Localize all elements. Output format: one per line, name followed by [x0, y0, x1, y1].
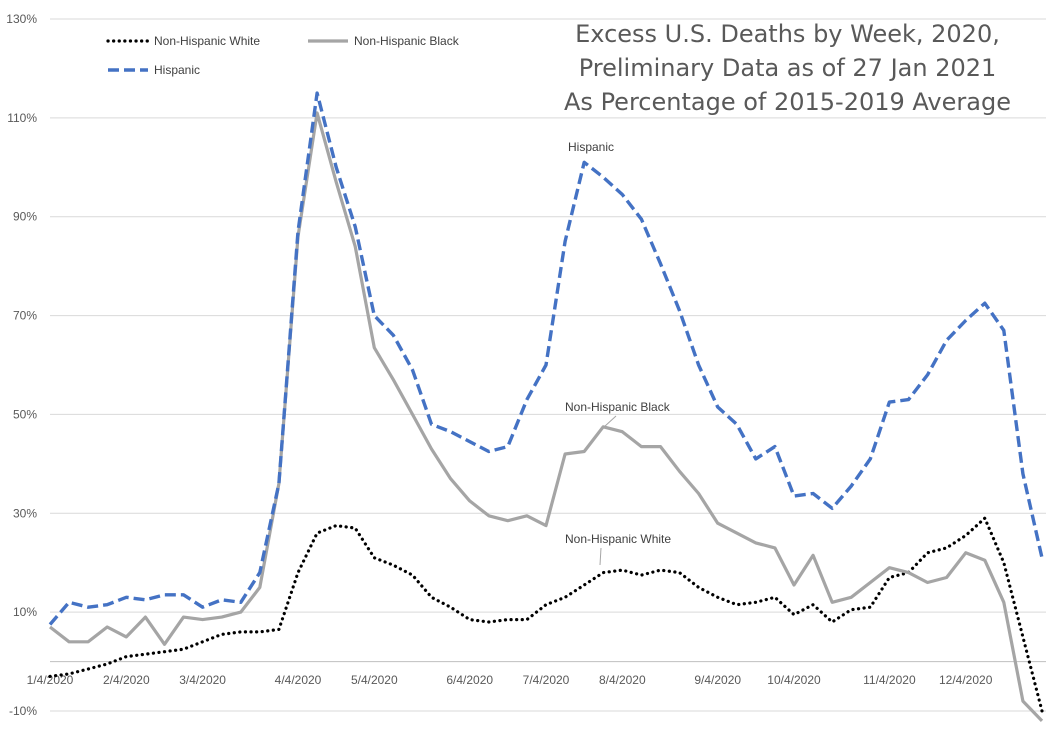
- y-tick-label: 50%: [13, 407, 37, 421]
- x-tick-label: 8/4/2020: [599, 673, 646, 687]
- legend-label: Hispanic: [154, 63, 200, 77]
- legend-label: Non-Hispanic Black: [354, 34, 460, 48]
- y-tick-label: 30%: [13, 506, 37, 520]
- x-tick-label: 2/4/2020: [103, 673, 150, 687]
- y-tick-label: 130%: [6, 12, 37, 26]
- annotation-leader-line: [599, 547, 602, 566]
- chart-title-line-3: As Percentage of 2015-2019 Average: [564, 88, 1011, 116]
- legend: Non-Hispanic White Non-Hispanic Black Hisp…: [106, 34, 460, 77]
- annotation-non-hispanic-black: Non-Hispanic Black: [565, 400, 671, 414]
- x-tick-label: 7/4/2020: [523, 673, 570, 687]
- x-tick-label: 10/4/2020: [767, 673, 821, 687]
- series-line-non-hispanic-black: [49, 111, 1044, 723]
- legend-label: Non-Hispanic White: [154, 34, 260, 48]
- series-line-non-hispanic-white: [48, 516, 1044, 713]
- series-lines: [48, 91, 1044, 723]
- annotations: Hispanic Non-Hispanic Black Non-Hispanic W…: [565, 140, 671, 566]
- axes: -10% 10% 30% 50% 70% 90% 110% 130% 1/4/2020 2/4/2…: [6, 12, 1046, 718]
- x-tick-label: 11/4/2020: [863, 673, 916, 687]
- y-tick-label: 110%: [7, 111, 37, 125]
- x-tick-label: 5/4/2020: [351, 673, 398, 687]
- y-tick-label: 10%: [13, 605, 37, 619]
- annotation-leader-line: [603, 415, 617, 428]
- y-tick-label: 70%: [13, 309, 37, 323]
- series-line-hispanic: [48, 91, 1044, 626]
- x-tick-label: 4/4/2020: [275, 673, 322, 687]
- x-tick-label: 3/4/2020: [179, 673, 226, 687]
- y-tick-label: -10%: [9, 704, 37, 718]
- x-tick-label: 12/4/2020: [939, 673, 993, 687]
- chart-title-line-1: Excess U.S. Deaths by Week, 2020,: [575, 20, 1000, 48]
- x-tick-label: 6/4/2020: [446, 673, 493, 687]
- annotation-non-hispanic-white: Non-Hispanic White: [565, 532, 671, 546]
- x-tick-label: 1/4/2020: [27, 673, 74, 687]
- gridlines: [50, 18, 1046, 712]
- y-tick-label: 90%: [13, 210, 37, 224]
- x-tick-label: 9/4/2020: [694, 673, 741, 687]
- chart-title-line-2: Preliminary Data as of 27 Jan 2021: [578, 54, 997, 82]
- annotation-hispanic: Hispanic: [568, 140, 614, 154]
